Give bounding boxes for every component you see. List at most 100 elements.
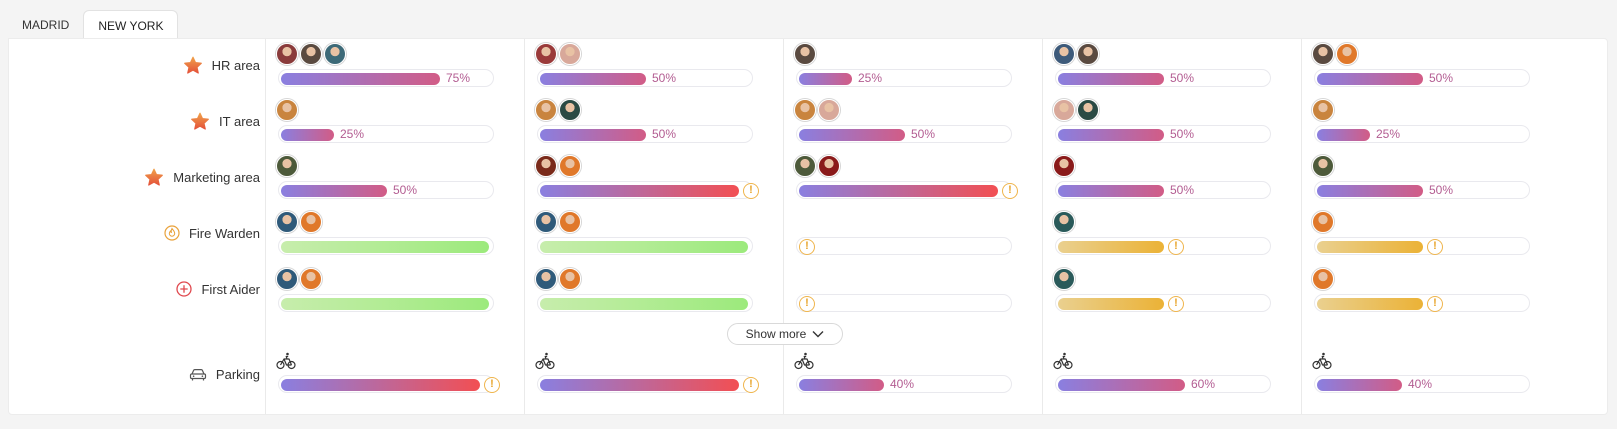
percentage-label: 50% — [1170, 127, 1195, 141]
avatar[interactable] — [535, 155, 557, 177]
avatar[interactable] — [1312, 155, 1334, 177]
progress-fill — [1058, 298, 1164, 310]
avatar[interactable] — [300, 268, 322, 290]
show-more-button[interactable]: Show more — [727, 323, 843, 345]
avatar[interactable] — [794, 99, 816, 121]
coverage-progress-bar: 50% — [796, 125, 1012, 143]
progress-fill — [281, 298, 489, 310]
avatar[interactable] — [559, 155, 581, 177]
avatar[interactable] — [1312, 99, 1334, 121]
location-tabs: MADRID NEW YORK — [8, 10, 179, 38]
location-column: 75% 25% 50%! — [265, 39, 532, 414]
avatar-group — [1312, 99, 1336, 121]
avatar-group — [535, 268, 583, 290]
avatar[interactable] — [818, 99, 840, 121]
avatar[interactable] — [535, 211, 557, 233]
percentage-label: 40% — [890, 377, 915, 391]
percentage-label: 25% — [1376, 127, 1401, 141]
coverage-progress-bar: ! — [1055, 237, 1271, 255]
progress-fill — [281, 73, 440, 85]
avatar[interactable] — [1053, 155, 1075, 177]
percentage-label: 40% — [1408, 377, 1433, 391]
coverage-progress-bar: ! — [278, 375, 500, 393]
progress-fill — [1317, 73, 1423, 85]
progress-fill — [281, 379, 480, 391]
coverage-progress-bar: ! — [537, 181, 759, 199]
avatar[interactable] — [324, 43, 346, 65]
avatar-group — [1053, 211, 1077, 233]
bicycle-icon — [794, 352, 814, 370]
car-icon — [189, 368, 207, 382]
avatar-group — [1053, 155, 1077, 177]
percentage-label: 50% — [652, 71, 677, 85]
avatar[interactable] — [300, 211, 322, 233]
progress-fill — [1317, 185, 1423, 197]
avatar[interactable] — [1077, 99, 1099, 121]
warning-icon: ! — [1427, 296, 1443, 312]
warning-icon: ! — [1168, 239, 1184, 255]
warning-icon: ! — [743, 377, 759, 393]
coverage-progress-bar: ! — [1314, 237, 1530, 255]
warning-icon: ! — [799, 239, 815, 255]
avatar[interactable] — [1312, 268, 1334, 290]
coverage-progress-bar: 50% — [1314, 181, 1530, 199]
row-label-text: Marketing area — [173, 170, 260, 185]
avatar[interactable] — [559, 99, 581, 121]
star-icon — [183, 56, 203, 75]
avatar[interactable] — [276, 43, 298, 65]
plus-circle-icon — [176, 281, 193, 297]
avatar[interactable] — [1312, 211, 1334, 233]
avatar[interactable] — [1053, 43, 1075, 65]
progress-fill — [1317, 129, 1370, 141]
avatar[interactable] — [276, 99, 298, 121]
row-label-text: IT area — [219, 114, 260, 129]
coverage-progress-bar: ! — [796, 294, 1012, 312]
avatar[interactable] — [535, 99, 557, 121]
show-more-label: Show more — [745, 327, 807, 341]
star-icon — [190, 112, 210, 131]
row-label-fire-warden: Fire Warden — [164, 225, 260, 241]
avatar[interactable] — [559, 211, 581, 233]
avatar[interactable] — [535, 43, 557, 65]
avatar[interactable] — [1336, 43, 1358, 65]
avatar[interactable] — [276, 211, 298, 233]
avatar[interactable] — [559, 268, 581, 290]
percentage-label: 50% — [1170, 71, 1195, 85]
avatar[interactable] — [559, 43, 581, 65]
warning-icon: ! — [1168, 296, 1184, 312]
avatar[interactable] — [1077, 43, 1099, 65]
tab-madrid[interactable]: MADRID — [22, 18, 70, 32]
avatar[interactable] — [300, 43, 322, 65]
bicycle-icon — [535, 352, 555, 370]
row-label-first-aider: First Aider — [176, 281, 260, 297]
coverage-progress-bar: ! — [1055, 294, 1271, 312]
progress-fill — [540, 379, 739, 391]
avatar[interactable] — [818, 155, 840, 177]
avatar-group — [276, 155, 300, 177]
avatar-group — [535, 211, 583, 233]
avatar[interactable] — [535, 268, 557, 290]
avatar-group — [276, 268, 324, 290]
progress-fill — [799, 129, 905, 141]
avatar[interactable] — [276, 268, 298, 290]
avatar[interactable] — [794, 43, 816, 65]
avatar-group — [276, 211, 324, 233]
tab-new-york[interactable]: NEW YORK — [83, 10, 179, 38]
progress-fill — [799, 185, 998, 197]
coverage-progress-bar: 50% — [278, 181, 494, 199]
coverage-progress-bar: 40% — [796, 375, 1012, 393]
avatar-group — [1053, 99, 1101, 121]
avatar-group — [535, 99, 583, 121]
coverage-progress-bar: ! — [537, 375, 759, 393]
coverage-progress-bar: ! — [1314, 294, 1530, 312]
avatar[interactable] — [1053, 211, 1075, 233]
avatar[interactable] — [794, 155, 816, 177]
flame-icon — [164, 225, 180, 241]
progress-fill — [540, 185, 739, 197]
avatar[interactable] — [276, 155, 298, 177]
avatar[interactable] — [1053, 99, 1075, 121]
warning-icon: ! — [799, 296, 815, 312]
avatar[interactable] — [1312, 43, 1334, 65]
avatar[interactable] — [1053, 268, 1075, 290]
row-label-parking: Parking — [189, 367, 260, 382]
